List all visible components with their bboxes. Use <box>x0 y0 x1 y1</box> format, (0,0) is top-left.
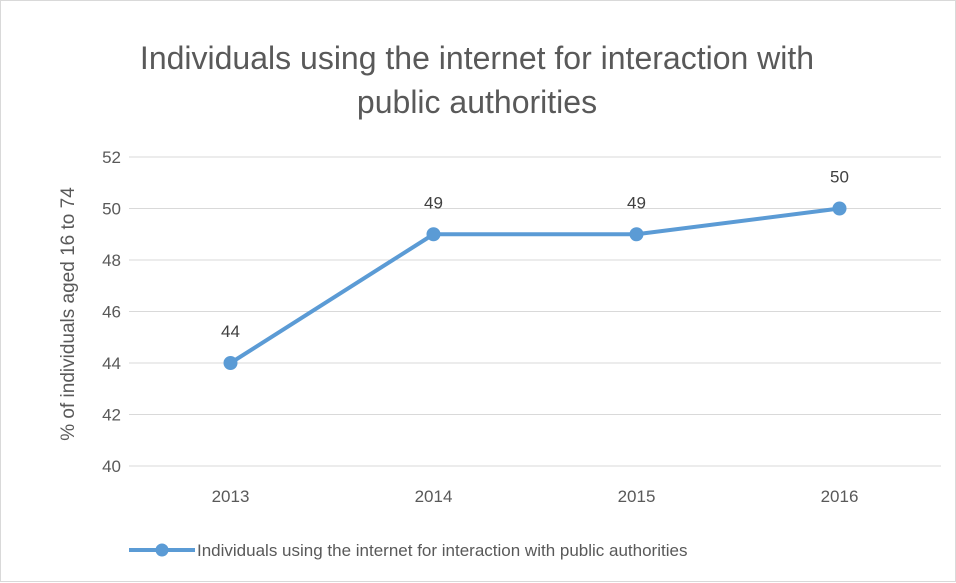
legend: Individuals using the internet for inter… <box>129 541 687 560</box>
data-point <box>223 356 238 370</box>
legend-marker-icon <box>155 543 169 557</box>
x-tick-label: 2015 <box>618 487 656 506</box>
y-axis-ticks: 40 42 44 46 48 50 52 <box>102 148 121 476</box>
data-label: 49 <box>424 193 443 212</box>
x-axis-ticks: 2013 2014 2015 2016 <box>212 487 859 506</box>
data-label: 49 <box>627 193 646 212</box>
y-tick-label: 52 <box>102 148 121 167</box>
x-tick-label: 2013 <box>212 487 250 506</box>
chart-title-line-1: Individuals using the internet for inter… <box>140 40 814 76</box>
x-tick-label: 2014 <box>415 487 453 506</box>
data-labels: 44 49 49 50 <box>221 168 849 342</box>
data-label: 44 <box>221 322 240 341</box>
series-line <box>228 206 842 365</box>
chart-title: Individuals using the internet for inter… <box>140 40 814 120</box>
data-label: 50 <box>830 168 849 187</box>
data-point <box>832 201 847 216</box>
y-tick-label: 46 <box>102 303 121 322</box>
chart-title-line-2: public authorities <box>357 84 597 120</box>
y-tick-label: 50 <box>102 200 121 219</box>
data-point <box>426 227 441 242</box>
y-axis-title: % of individuals aged 16 to 74 <box>58 187 79 441</box>
y-tick-label: 48 <box>102 251 121 270</box>
series-group <box>223 201 847 370</box>
data-point <box>629 227 644 242</box>
y-tick-label: 42 <box>102 406 121 425</box>
legend-label: Individuals using the internet for inter… <box>197 541 687 560</box>
gridlines <box>129 156 941 467</box>
x-tick-label: 2016 <box>821 487 859 506</box>
y-tick-label: 44 <box>102 354 121 373</box>
y-tick-label: 40 <box>102 457 121 476</box>
